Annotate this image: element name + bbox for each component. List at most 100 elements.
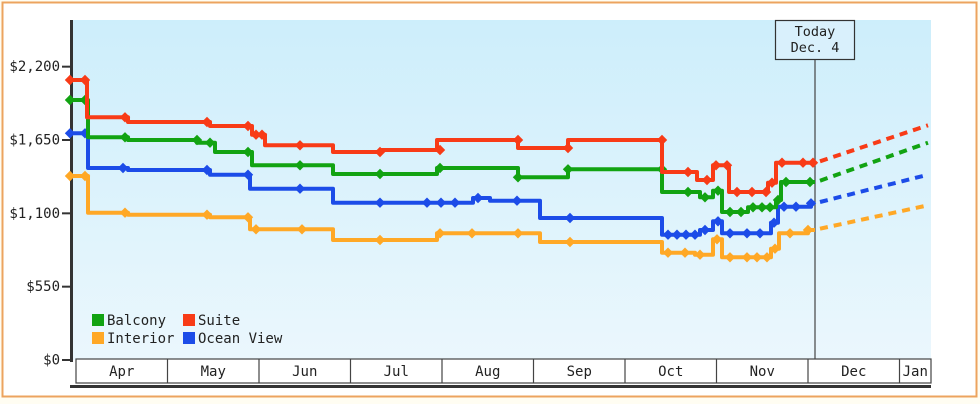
data-point-marker[interactable] [294, 140, 306, 151]
data-point-marker[interactable] [662, 229, 674, 240]
data-point-marker[interactable] [64, 74, 76, 86]
data-point-marker[interactable] [434, 144, 446, 156]
data-point-marker[interactable] [746, 186, 758, 198]
data-point-marker[interactable] [766, 177, 778, 188]
data-point-marker[interactable] [449, 197, 461, 208]
data-point-marker[interactable] [512, 172, 524, 183]
data-point-marker[interactable] [374, 234, 386, 246]
data-point-marker[interactable] [724, 252, 736, 263]
data-point-marker[interactable] [242, 146, 254, 158]
data-point-marker[interactable] [512, 228, 524, 239]
data-point-marker[interactable] [711, 234, 723, 245]
data-point-marker[interactable] [374, 197, 386, 208]
data-point-marker[interactable] [512, 134, 524, 146]
data-point-marker[interactable] [564, 212, 576, 224]
data-point-marker[interactable] [805, 198, 817, 209]
data-point-marker[interactable] [724, 228, 736, 239]
data-point-marker[interactable] [671, 229, 683, 240]
y-tick-label: $2,200 [9, 59, 60, 75]
data-point-marker[interactable] [201, 209, 213, 220]
data-point-marker[interactable] [699, 192, 711, 203]
data-point-marker[interactable] [242, 169, 254, 180]
data-point-marker[interactable] [761, 252, 773, 263]
data-point-marker[interactable] [434, 228, 446, 239]
data-point-marker[interactable] [721, 160, 733, 171]
data-point-marker[interactable] [250, 129, 262, 140]
data-point-marker[interactable] [294, 183, 306, 194]
data-point-marker[interactable] [294, 160, 306, 171]
data-point-marker[interactable] [656, 134, 668, 146]
data-point-marker[interactable] [511, 195, 523, 206]
data-point-marker[interactable] [804, 176, 816, 188]
data-point-marker[interactable] [741, 228, 753, 239]
data-point-marker[interactable] [435, 197, 447, 208]
data-point-marker[interactable] [64, 128, 76, 139]
data-point-marker[interactable] [747, 202, 759, 213]
data-point-marker[interactable] [741, 252, 753, 263]
data-point-marker[interactable] [201, 116, 213, 128]
y-tick-label: $550 [26, 279, 60, 295]
data-point-marker[interactable] [699, 224, 711, 236]
data-point-marker[interactable] [780, 176, 792, 188]
data-point-marker[interactable] [776, 157, 788, 168]
data-point-marker[interactable] [79, 74, 91, 86]
data-point-marker[interactable] [754, 228, 766, 239]
data-point-marker[interactable] [421, 197, 433, 208]
data-point-marker[interactable] [802, 224, 814, 236]
data-point-marker[interactable] [682, 166, 694, 178]
data-point-marker[interactable] [434, 162, 446, 174]
data-point-marker[interactable] [735, 206, 747, 218]
data-point-marker[interactable] [701, 174, 713, 186]
data-point-marker[interactable] [724, 206, 736, 218]
data-point-marker[interactable] [562, 164, 574, 175]
data-point-marker[interactable] [562, 142, 574, 154]
data-point-marker[interactable] [712, 185, 724, 196]
data-point-marker[interactable] [662, 247, 674, 258]
legend-item-suite: Suite [183, 313, 240, 329]
data-point-marker[interactable] [250, 224, 262, 235]
data-point-marker[interactable] [466, 228, 478, 239]
data-point-marker[interactable] [764, 202, 776, 213]
data-point-marker[interactable] [117, 162, 129, 174]
month-label-dec: Dec [841, 364, 866, 380]
data-point-marker[interactable] [64, 170, 76, 182]
data-point-marker[interactable] [256, 129, 268, 140]
data-point-marker[interactable] [204, 137, 216, 148]
data-point-marker[interactable] [679, 247, 691, 258]
data-point-marker[interactable] [768, 217, 780, 228]
data-point-marker[interactable] [751, 252, 763, 263]
data-point-marker[interactable] [760, 186, 772, 198]
data-point-marker[interactable] [790, 201, 802, 212]
balcony-swatch-icon [92, 314, 104, 326]
data-point-marker[interactable] [807, 157, 819, 168]
data-point-marker[interactable] [374, 168, 386, 180]
data-point-marker[interactable] [242, 120, 254, 132]
data-point-marker[interactable] [694, 249, 706, 260]
interior-swatch-icon [92, 332, 104, 344]
data-point-marker[interactable] [119, 207, 131, 218]
data-point-marker[interactable] [772, 194, 784, 206]
data-point-marker[interactable] [564, 236, 576, 248]
data-point-marker[interactable] [374, 146, 386, 158]
data-point-marker[interactable] [769, 243, 781, 254]
data-point-marker[interactable] [79, 170, 91, 182]
data-point-marker[interactable] [201, 164, 213, 176]
data-point-marker[interactable] [119, 112, 131, 123]
data-point-marker[interactable] [756, 202, 768, 213]
data-point-marker[interactable] [191, 134, 203, 146]
data-point-marker[interactable] [296, 224, 308, 235]
data-point-marker[interactable] [472, 192, 484, 204]
data-point-marker[interactable] [689, 229, 701, 240]
data-point-marker[interactable] [797, 157, 809, 168]
data-point-marker[interactable] [119, 132, 131, 143]
data-point-marker[interactable] [242, 212, 254, 223]
month-label-nov: Nov [750, 364, 775, 380]
data-point-marker[interactable] [682, 186, 694, 198]
data-point-marker[interactable] [712, 216, 724, 227]
data-point-marker[interactable] [680, 229, 692, 240]
data-point-marker[interactable] [784, 228, 796, 239]
data-point-marker[interactable] [778, 201, 790, 212]
data-point-marker[interactable] [731, 186, 743, 198]
data-point-marker[interactable] [64, 94, 76, 106]
data-point-marker[interactable] [710, 160, 722, 171]
